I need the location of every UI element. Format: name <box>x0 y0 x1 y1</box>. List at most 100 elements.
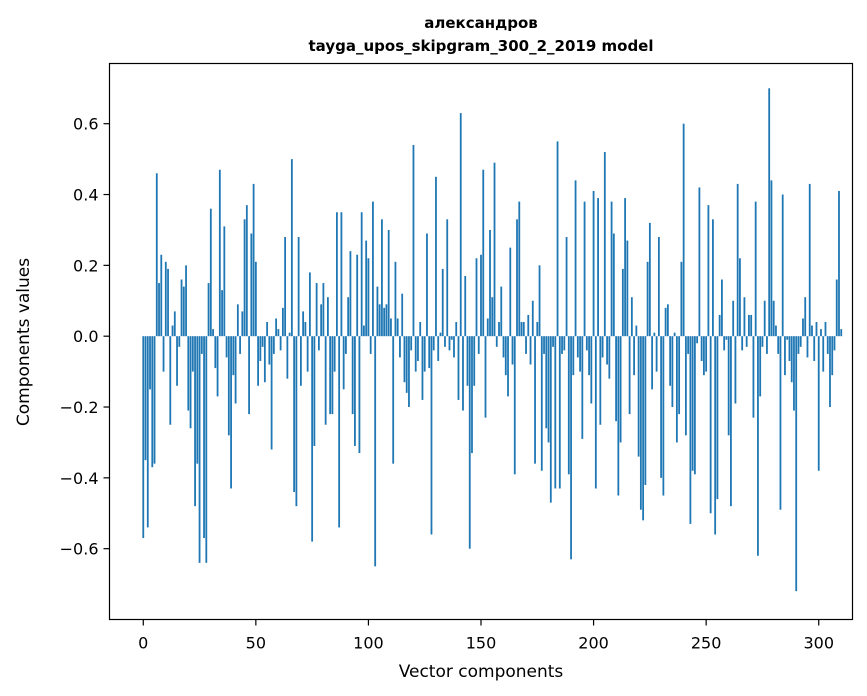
bar <box>536 322 539 337</box>
bar <box>840 329 843 337</box>
bar <box>347 297 350 337</box>
bar <box>790 336 793 383</box>
bar <box>457 336 460 400</box>
bar <box>579 336 581 372</box>
bar <box>466 336 469 386</box>
bar <box>484 336 487 418</box>
bar <box>831 336 834 376</box>
bar <box>543 336 545 354</box>
bar <box>239 336 241 354</box>
bar <box>158 283 160 337</box>
bar <box>838 190 840 337</box>
bar <box>732 300 735 337</box>
bar <box>799 336 802 347</box>
bar <box>547 336 550 443</box>
bar <box>367 258 370 337</box>
bar <box>399 336 401 358</box>
bar <box>630 297 633 337</box>
bar <box>306 336 309 372</box>
bar <box>372 201 374 337</box>
bar <box>669 336 672 386</box>
bar <box>349 251 352 337</box>
y-axis-label: Components values <box>14 258 34 426</box>
bar <box>793 336 795 411</box>
bar <box>491 297 494 337</box>
bar <box>741 336 744 351</box>
bar <box>662 336 665 496</box>
chart-title-line1: александров <box>424 14 538 32</box>
bar <box>360 212 363 337</box>
bar <box>556 141 559 337</box>
bar <box>178 336 181 347</box>
bar <box>705 336 708 372</box>
bar <box>378 304 381 337</box>
bar <box>637 336 640 457</box>
bar <box>675 336 678 443</box>
bar <box>525 336 527 354</box>
bar <box>304 322 307 337</box>
x-tick-label: 150 <box>466 634 497 653</box>
bar <box>444 336 446 347</box>
bar <box>254 261 257 337</box>
bar <box>682 123 685 337</box>
bar <box>628 336 631 415</box>
bar <box>585 336 588 351</box>
bar <box>218 169 221 337</box>
bar <box>784 336 786 376</box>
bar <box>522 322 525 337</box>
bar <box>358 336 361 454</box>
bar <box>315 283 318 337</box>
bar <box>261 336 264 347</box>
bar <box>745 336 748 347</box>
bar <box>802 318 804 337</box>
bar <box>345 336 347 354</box>
bar <box>671 336 674 408</box>
bar <box>833 336 836 351</box>
bar <box>639 336 642 510</box>
bar <box>342 336 345 390</box>
bar <box>750 314 753 337</box>
bar <box>775 325 777 337</box>
bar <box>721 279 723 337</box>
y-tick-label: 0.4 <box>73 186 98 205</box>
bar <box>714 336 717 535</box>
bar <box>657 237 660 337</box>
bar <box>795 336 798 592</box>
bar <box>230 336 232 489</box>
y-axis-ticks: −0.6 −0.4 −0.2 0.0 0.2 0.4 0.6 <box>60 115 110 559</box>
bar <box>561 336 563 354</box>
bar <box>417 336 419 361</box>
bar <box>329 336 332 415</box>
y-tick-label: −0.4 <box>60 469 99 488</box>
bar <box>725 336 728 340</box>
bar <box>419 322 422 337</box>
bar <box>691 336 694 471</box>
bar <box>277 329 280 337</box>
x-axis-ticks: 0 50 100 150 200 250 300 <box>138 619 834 653</box>
bar <box>394 261 397 337</box>
bar <box>412 144 415 337</box>
bar <box>619 336 622 443</box>
bar <box>779 336 782 510</box>
bar <box>223 226 226 337</box>
bar <box>829 336 831 408</box>
bar <box>626 240 629 337</box>
bar <box>428 336 431 369</box>
bar <box>635 325 638 337</box>
bar <box>182 286 185 337</box>
bar <box>191 336 194 372</box>
bar <box>453 336 455 358</box>
bar <box>660 336 663 478</box>
bar <box>333 336 336 372</box>
bar <box>241 311 244 337</box>
bar <box>772 300 775 337</box>
bar <box>160 254 163 337</box>
bar-series <box>142 88 843 592</box>
bar <box>171 325 174 337</box>
bar <box>527 314 530 337</box>
bar <box>189 336 192 429</box>
bar <box>392 336 395 464</box>
bar <box>302 311 305 337</box>
bar <box>518 201 521 337</box>
